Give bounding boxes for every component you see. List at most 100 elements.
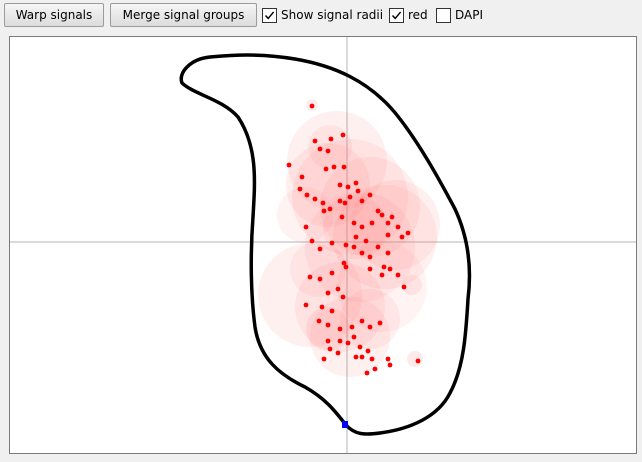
signal-point (327, 346, 333, 352)
signal-point (359, 250, 365, 256)
signal-point (337, 326, 343, 332)
checkbox-label: red (408, 8, 428, 22)
signal-point (385, 250, 391, 256)
signal-point (303, 224, 309, 230)
show-signal-radii-checkbox[interactable]: Show signal radii (262, 5, 383, 25)
signal-point (309, 103, 315, 109)
signal-point (341, 164, 347, 170)
signal-point (369, 220, 375, 226)
signal-point (329, 308, 335, 314)
signal-point (379, 212, 385, 218)
signal-point (340, 294, 346, 300)
signal-radius (287, 111, 387, 211)
signal-point (379, 272, 385, 278)
signal-point (321, 356, 327, 362)
signal-point (401, 284, 407, 290)
signal-point (367, 266, 373, 272)
signal-point (395, 272, 401, 278)
signal-point (387, 266, 393, 272)
signal-radius (333, 185, 437, 289)
signal-radius (320, 157, 420, 257)
signal-point (304, 192, 310, 198)
signal-point (395, 224, 401, 230)
signal-point (317, 146, 323, 152)
signal-canvas[interactable] (9, 36, 637, 454)
signal-point (351, 220, 357, 226)
signal-point (377, 320, 383, 326)
signal-point (385, 356, 391, 362)
checkbox-label: DAPI (455, 8, 484, 22)
signal-point (342, 200, 348, 206)
signal-point (337, 338, 343, 344)
signal-point (297, 186, 303, 192)
signal-point (323, 166, 329, 172)
signal-point (325, 290, 331, 296)
signal-point (327, 206, 333, 212)
nucleus-outline (179, 53, 472, 436)
signal-radius (337, 242, 427, 332)
signal-point (365, 348, 371, 354)
signal-point (325, 148, 331, 154)
signal-point (367, 324, 373, 330)
merge-signal-groups-button[interactable]: Merge signal groups (110, 3, 257, 27)
signal-point (321, 208, 327, 214)
signal-radius (308, 125, 352, 169)
signal-point (325, 322, 331, 328)
signal-point (320, 200, 326, 206)
checkbox-box[interactable] (436, 7, 451, 23)
signal-point (405, 230, 411, 236)
blue-square-marker[interactable] (342, 421, 348, 428)
signal-point (329, 240, 335, 246)
signal-point (335, 350, 341, 356)
toolbar: Warp signals Merge signal groups Show si… (0, 0, 642, 32)
signal-point (286, 162, 292, 168)
signal-point (345, 184, 351, 190)
checkbox-box[interactable] (262, 7, 277, 23)
signal-point (312, 138, 318, 144)
signal-point (367, 254, 373, 260)
signal-point (309, 238, 315, 244)
signal-point (359, 318, 365, 324)
signal-point (317, 246, 323, 252)
red-checkbox[interactable]: red (389, 5, 428, 25)
signal-point (316, 318, 322, 324)
signal-point (385, 232, 391, 238)
signal-point (335, 286, 341, 292)
signal-point (385, 220, 391, 226)
signal-point (307, 274, 313, 280)
signal-point (364, 370, 370, 376)
signal-point (415, 358, 421, 364)
signal-point (347, 194, 353, 200)
signal-point (351, 334, 357, 340)
signal-plot[interactable] (10, 37, 636, 453)
signal-point (353, 354, 359, 360)
dapi-checkbox[interactable]: DAPI (436, 5, 483, 25)
signal-point (351, 244, 357, 250)
signal-radius (295, 262, 385, 352)
signal-point (343, 242, 349, 248)
warp-signals-button[interactable]: Warp signals (4, 3, 104, 27)
signal-point (328, 136, 334, 142)
signal-radius (350, 180, 440, 270)
signal-radius (407, 351, 423, 367)
signal-point (339, 214, 345, 220)
signal-point (359, 224, 365, 230)
signal-point (369, 356, 375, 362)
checkbox-box[interactable] (389, 7, 404, 23)
signal-point (357, 344, 363, 350)
signal-point (337, 182, 343, 188)
signal-point (381, 264, 387, 270)
signal-radius (310, 297, 390, 377)
signal-point (353, 234, 359, 240)
signal-point (353, 180, 359, 186)
signal-point (375, 244, 381, 250)
signal-point (319, 304, 325, 310)
signal-point (325, 338, 331, 344)
signal-radius (290, 241, 346, 297)
signal-point (341, 260, 347, 266)
checkbox-label: Show signal radii (281, 8, 384, 22)
signal-point (367, 192, 373, 198)
signal-radius (277, 187, 333, 243)
signal-radius (286, 143, 370, 227)
signal-radius (258, 243, 362, 347)
